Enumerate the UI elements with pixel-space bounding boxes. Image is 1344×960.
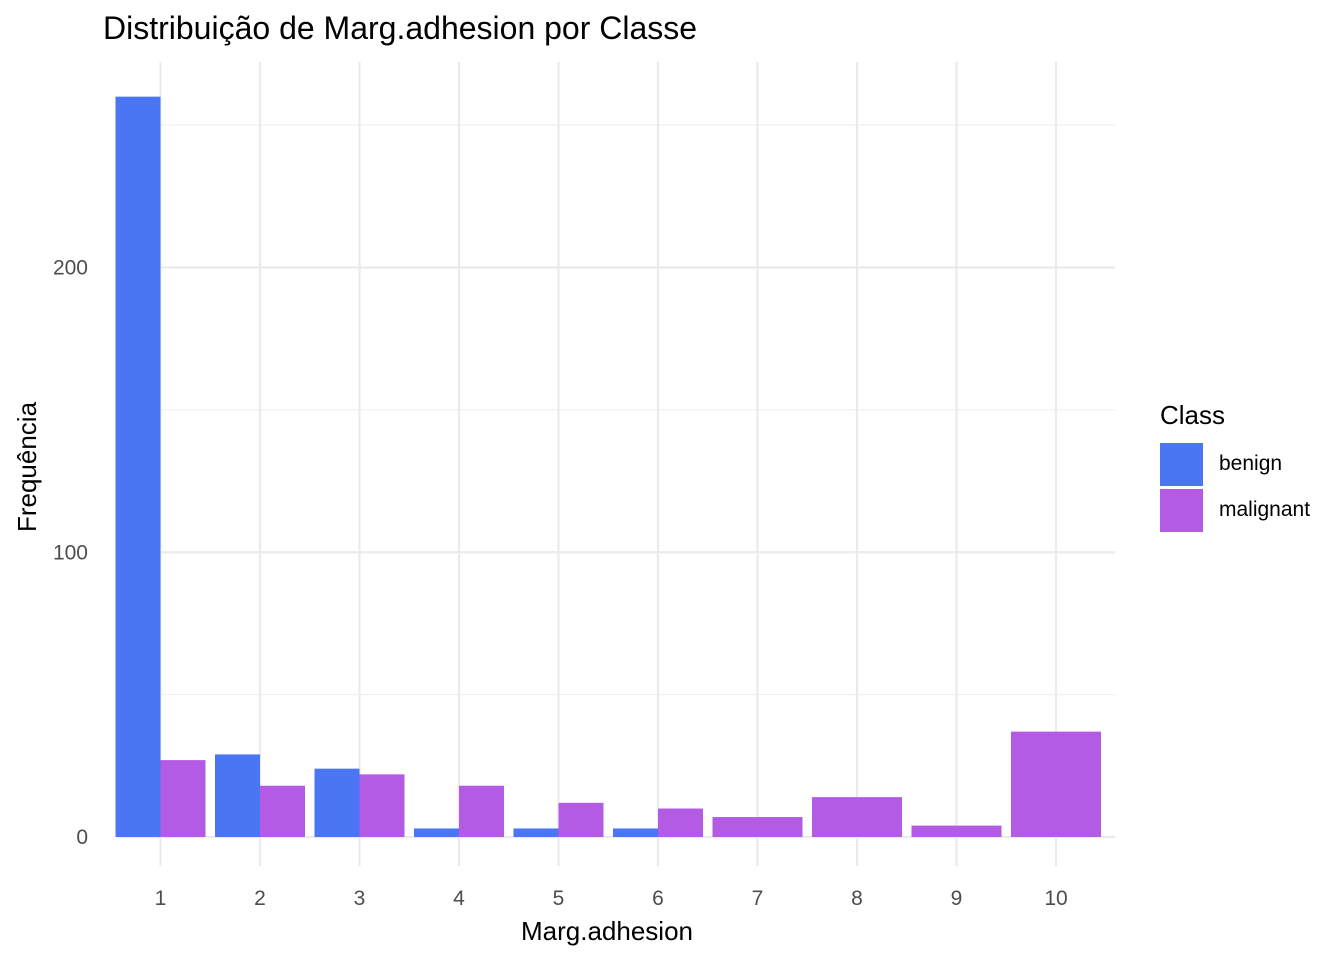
x-axis-label: Marg.adhesion xyxy=(521,916,693,946)
legend-label-benign: benign xyxy=(1219,452,1283,475)
bar-benign-5 xyxy=(513,828,559,837)
bar-malignant-2 xyxy=(260,785,305,837)
y-tick-label: 100 xyxy=(53,541,88,564)
y-axis-ticks: 0 100 200 xyxy=(53,257,88,850)
x-tick-label: 5 xyxy=(553,887,565,910)
bars xyxy=(115,96,1101,837)
bar-benign-4 xyxy=(414,828,459,837)
bar-malignant-5 xyxy=(558,802,604,837)
bar-malignant-4 xyxy=(459,785,504,837)
legend-label-malignant: malignant xyxy=(1219,498,1311,521)
bar-malignant-1 xyxy=(160,760,206,837)
bar-benign-2 xyxy=(215,754,260,837)
x-tick-label: 8 xyxy=(851,887,863,910)
bar-benign-3 xyxy=(314,768,360,837)
y-tick-label: 200 xyxy=(53,257,88,280)
x-tick-label: 3 xyxy=(354,887,366,910)
legend: Class benign malignant xyxy=(1160,400,1310,533)
bar-malignant-6 xyxy=(658,808,703,837)
x-tick-label: 4 xyxy=(453,887,465,910)
x-tick-label: 2 xyxy=(254,887,266,910)
bar-malignant-10 xyxy=(1011,731,1101,837)
x-tick-label: 6 xyxy=(652,887,664,910)
legend-item-malignant: malignant xyxy=(1160,487,1310,533)
x-axis-ticks: 1 2 3 4 5 6 7 8 9 10 xyxy=(155,887,1068,910)
bar-malignant-8 xyxy=(812,797,902,837)
grid-lines xyxy=(117,62,1115,866)
x-tick-label: 9 xyxy=(951,887,963,910)
legend-title: Class xyxy=(1160,400,1226,430)
bar-benign-6 xyxy=(613,828,658,837)
bar-malignant-3 xyxy=(359,774,405,837)
x-tick-label: 7 xyxy=(752,887,764,910)
bar-malignant-9 xyxy=(911,825,1002,837)
chart-title: Distribuição de Marg.adhesion por Classe xyxy=(103,10,698,46)
bar-malignant-7 xyxy=(712,817,803,837)
x-tick-label: 1 xyxy=(155,887,167,910)
y-axis-label: Frequência xyxy=(12,401,42,532)
y-tick-label: 0 xyxy=(76,826,88,849)
legend-item-benign: benign xyxy=(1160,441,1310,487)
legend-swatch-malignant xyxy=(1160,488,1203,532)
legend-swatch-benign xyxy=(1160,442,1203,486)
bar-benign-1 xyxy=(115,96,161,837)
x-tick-label: 10 xyxy=(1044,887,1067,910)
